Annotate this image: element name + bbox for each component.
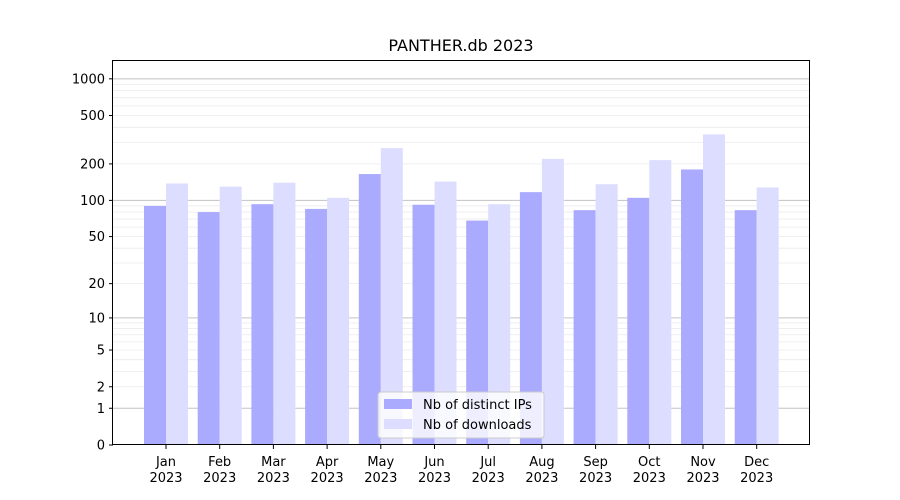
legend-box <box>377 391 545 439</box>
x-tick-label-month: Sep <box>583 455 608 470</box>
y-tick-label: 500 <box>80 109 105 124</box>
bar-distinct-ips-nov <box>681 169 703 445</box>
x-tick-label-year: 2023 <box>203 471 236 486</box>
x-tick-label-year: 2023 <box>257 471 290 486</box>
bar-downloads-feb <box>219 186 242 445</box>
legend-label: Nb of downloads <box>423 418 532 433</box>
x-tick-label-year: 2023 <box>633 471 666 486</box>
y-tick-label: 10 <box>88 311 105 326</box>
bars <box>144 134 779 446</box>
x-tick-label-year: 2023 <box>579 471 612 486</box>
bar-distinct-ips-dec <box>734 210 757 445</box>
y-tick-label: 0 <box>97 439 105 454</box>
x-tick-label-year: 2023 <box>740 471 773 486</box>
x-tick-label-month: Mar <box>261 455 286 470</box>
x-tick-label-year: 2023 <box>418 471 451 486</box>
legend: Nb of distinct IPs Nb of downloads <box>377 391 545 439</box>
x-tick-label-year: 2023 <box>525 471 558 486</box>
bar-downloads-sep <box>595 184 618 446</box>
bar-distinct-ips-mar <box>251 204 274 445</box>
bar-distinct-ips-feb <box>197 212 220 445</box>
bar-distinct-ips-may <box>358 174 381 445</box>
y-tick-label: 5 <box>97 344 105 359</box>
legend-swatch <box>384 399 412 409</box>
x-tick-label-month: Oct <box>638 455 660 470</box>
y-tick-label: 2 <box>97 380 105 395</box>
plot-frame <box>112 60 810 445</box>
bar-downloads-jan <box>166 183 188 445</box>
bar-downloads-jul <box>488 204 511 445</box>
y-tick-label: 50 <box>88 230 105 245</box>
x-tick-label-year: 2023 <box>149 471 182 486</box>
x-tick-label-month: Nov <box>690 455 716 470</box>
bar-distinct-ips-apr <box>305 208 328 445</box>
bar-distinct-ips-oct <box>627 197 650 445</box>
y-tick-label: 200 <box>80 157 105 172</box>
bar-downloads-oct <box>649 160 672 446</box>
x-tick-label-month: Apr <box>316 455 339 470</box>
y-axis: 0 1 2 5 10 20 50 100 200 500 1000 <box>72 72 113 454</box>
x-tick-label-month: Aug <box>529 455 554 470</box>
y-tick-label: 20 <box>88 277 105 292</box>
bar-downloads-mar <box>273 182 296 445</box>
bar-downloads-may <box>380 148 403 445</box>
chart-title: PANTHER.db 2023 <box>388 36 533 55</box>
legend-label: Nb of distinct IPs <box>423 398 532 413</box>
x-tick-label-year: 2023 <box>364 471 397 486</box>
x-tick-label-month: Jul <box>479 455 496 470</box>
bar-downloads-dec <box>756 187 779 446</box>
x-tick-label-month: Feb <box>208 455 231 470</box>
y-tick-label: 1000 <box>72 72 105 87</box>
bar-distinct-ips-sep <box>573 210 596 445</box>
x-tick-label-month: May <box>367 455 394 470</box>
x-tick-label-month: Jan <box>155 455 176 470</box>
y-tick-label: 100 <box>80 194 105 209</box>
bar-downloads-aug <box>541 158 564 445</box>
bar-distinct-ips-jul <box>466 220 489 445</box>
x-tick-label-year: 2023 <box>472 471 505 486</box>
y-tick-label: 1 <box>97 402 105 417</box>
bar-downloads-nov <box>703 134 725 445</box>
x-tick-label-year: 2023 <box>686 471 719 486</box>
x-tick-label-month: Jun <box>423 455 444 470</box>
bar-downloads-apr <box>327 197 350 445</box>
bar-downloads-jun <box>434 181 457 446</box>
bar-distinct-ips-aug <box>519 192 542 445</box>
x-tick-label-month: Dec <box>744 455 769 470</box>
bar-distinct-ips-jun <box>412 204 435 445</box>
bar-distinct-ips-jan <box>144 205 166 445</box>
x-axis: Jan2023Feb2023Mar2023Apr2023May2023Jun20… <box>149 445 773 486</box>
x-tick-label-year: 2023 <box>311 471 344 486</box>
legend-swatch <box>384 419 412 429</box>
